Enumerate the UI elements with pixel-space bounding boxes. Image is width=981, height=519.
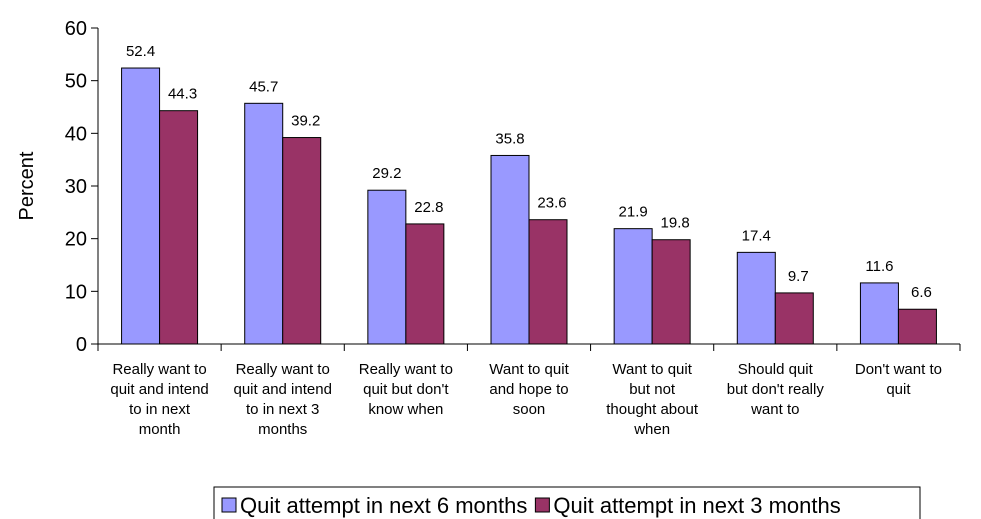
legend-entry: Quit attempt in next 3 months: [553, 493, 840, 518]
x-tick-label-line: month: [139, 421, 181, 438]
data-label: 19.8: [661, 215, 690, 232]
bar-series-1: [490, 154, 530, 345]
x-tick-label-line: Should quit: [738, 361, 814, 378]
y-tick-label: 40: [65, 123, 87, 145]
legend: Quit attempt in next 6 months Quit attemp…: [213, 486, 921, 519]
x-tick-label-line: know when: [368, 401, 443, 418]
x-tick-label-line: quit and intend: [110, 381, 208, 398]
x-tick-label-line: soon: [513, 401, 546, 418]
x-tick-label-line: Really want to: [359, 361, 453, 378]
x-tick-label-line: when: [633, 421, 670, 438]
y-tick-label: 60: [65, 18, 87, 40]
data-label: 23.6: [537, 195, 566, 212]
legend-swatch: [221, 497, 237, 513]
x-tick-label-line: and hope to: [489, 381, 568, 398]
bar-series-1: [613, 228, 653, 345]
bar-series-2: [897, 308, 937, 345]
bar-series-1: [367, 189, 407, 345]
x-tick-label-line: to in next 3: [246, 401, 319, 418]
legend-box: [213, 486, 921, 519]
bar-series-2: [774, 292, 814, 345]
x-tick-label-line: to in next: [129, 401, 191, 418]
bar-series-1: [244, 102, 284, 345]
bar-series-1: [121, 67, 161, 345]
x-axis: Really want to quit and intend to in next m…: [97, 343, 961, 438]
x-tick-label-line: Don't want to: [855, 361, 942, 378]
bar-series-2: [159, 110, 199, 345]
data-label: 52.4: [126, 43, 155, 60]
y-tick-label: 0: [76, 334, 87, 356]
x-tick-label-line: but not: [629, 381, 676, 398]
data-label: 21.9: [619, 204, 648, 221]
data-label: 11.6: [865, 258, 893, 275]
bar-series-2: [651, 239, 691, 345]
data-label: 39.2: [291, 113, 320, 130]
x-tick-label: Really want to quit but don't know when: [359, 361, 453, 418]
x-tick-label-line: Really want to: [112, 361, 206, 378]
x-tick-label-line: Want to quit: [489, 361, 569, 378]
x-tick-label: Want to quit and hope to soon: [489, 361, 569, 418]
legend-swatch: [534, 497, 550, 513]
data-label: 35.8: [495, 130, 524, 147]
legend-entry: Quit attempt in next 6 months: [240, 493, 527, 518]
bar-series-1: [859, 282, 899, 345]
x-tick-label: Don't want to quit: [855, 361, 942, 398]
data-label: 17.4: [742, 227, 771, 244]
data-label: 9.7: [788, 268, 809, 285]
y-tick-label: 10: [65, 281, 87, 303]
y-axis-label: Percent: [16, 151, 38, 220]
x-tick-label: Want to quit but not thought about when: [606, 361, 699, 438]
bars: [121, 67, 937, 345]
y-tick-label: 20: [65, 229, 87, 251]
x-tick-label-line: quit and intend: [234, 381, 332, 398]
y-axis: 0 10 20 30 40 50 60: [65, 18, 99, 356]
bar-series-2: [528, 219, 568, 345]
x-tick-label-line: quit: [886, 381, 911, 398]
data-label: 22.8: [414, 199, 443, 216]
x-tick-label-line: quit but don't: [363, 381, 449, 398]
y-tick-label: 50: [65, 71, 87, 93]
data-label: 6.6: [911, 284, 932, 301]
bar-series-1: [736, 251, 776, 345]
data-label: 29.2: [372, 165, 401, 182]
x-tick-label: Really want to quit and intend to in next m…: [110, 361, 208, 438]
data-labels: 52.4 45.7 29.2 35.8 21.9 17.4 11.6 44.3 39.2 22.8…: [126, 43, 932, 301]
x-tick-label-line: but don't really: [727, 381, 825, 398]
x-tick-label-line: Want to quit: [612, 361, 692, 378]
bar-series-2: [282, 137, 322, 345]
bar-series-2: [405, 223, 445, 345]
x-tick-label-line: thought about: [606, 401, 699, 418]
x-tick-label-line: months: [258, 421, 307, 438]
x-tick-label-line: want to: [750, 401, 799, 418]
data-label: 44.3: [168, 86, 197, 103]
data-label: 45.7: [249, 78, 278, 95]
y-tick-label: 30: [65, 176, 87, 198]
x-tick-label: Really want to quit and intend to in next …: [234, 361, 332, 438]
x-tick-label: Should quit but don't really want to: [727, 361, 825, 418]
x-tick-label-line: Really want to: [236, 361, 330, 378]
